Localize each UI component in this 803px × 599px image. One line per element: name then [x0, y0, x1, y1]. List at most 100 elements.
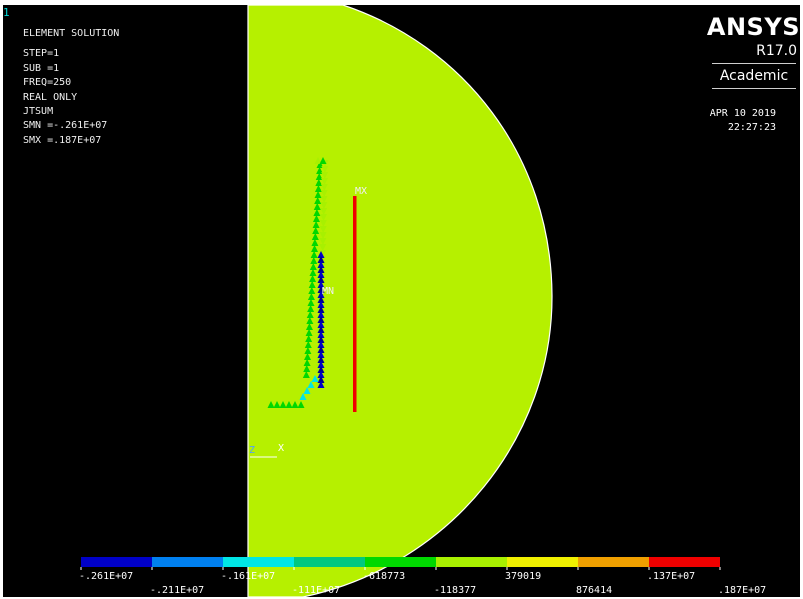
strip-element: [317, 341, 325, 348]
strip-element: [317, 296, 325, 303]
strip-element: [291, 401, 299, 408]
strip-element: [309, 275, 317, 282]
strip-element: [312, 221, 320, 228]
legend-swatch: [152, 557, 223, 567]
max-marker: MX: [355, 186, 367, 197]
strip-element: [312, 227, 320, 234]
legend-swatch: [81, 557, 152, 567]
strip-element: [311, 239, 319, 246]
strip-element: [304, 341, 312, 348]
graphics-viewport[interactable]: MX MN Z X -.261E+07 -.161E+07 -618773 37901…: [3, 5, 800, 597]
strip-element: [321, 166, 329, 173]
strip-element: [303, 359, 311, 366]
legend-swatch: [507, 557, 578, 567]
strip-element: [317, 251, 325, 258]
strip-element: [317, 311, 325, 318]
strip-element: [317, 286, 325, 293]
element-strip: [267, 157, 329, 408]
strip-element: [308, 281, 316, 288]
info-line: SUB =1: [23, 62, 60, 74]
legend-swatch: [365, 557, 436, 567]
solution-info-block: ELEMENT SOLUTION STEP=1 SUB =1 FREQ=250 …: [23, 27, 119, 148]
min-marker: MN: [322, 286, 334, 297]
strip-element: [317, 316, 325, 323]
strip-element: [307, 299, 315, 306]
strip-element: [321, 172, 329, 179]
strip-element: [305, 323, 313, 330]
strip-element: [303, 353, 311, 360]
strip-element: [317, 271, 325, 278]
legend-label-bottom: -.211E+07: [150, 585, 204, 596]
strip-element: [319, 220, 327, 227]
strip-element: [317, 361, 325, 368]
legend-label-top: .137E+07: [647, 571, 695, 582]
strip-element: [317, 326, 325, 333]
strip-element: [315, 179, 323, 186]
version-label: R17.0: [756, 43, 797, 59]
strip-element: [311, 245, 319, 252]
strip-element: [302, 371, 310, 378]
plot-date: APR 10 2019: [709, 108, 776, 119]
legend-label-top: -.161E+07: [221, 571, 275, 582]
strip-element: [305, 329, 313, 336]
strip-element: [312, 215, 320, 222]
strip-element: [303, 387, 311, 394]
model-plot[interactable]: MX MN Z X -.261E+07 -.161E+07 -618773 37901…: [3, 5, 800, 597]
strip-element: [306, 311, 314, 318]
strip-element: [320, 184, 328, 191]
strip-element: [306, 317, 314, 324]
coordinate-triad: Z X: [249, 443, 284, 458]
strip-element: [317, 356, 325, 363]
strip-element: [317, 346, 325, 353]
strip-element: [305, 335, 313, 342]
ansys-logo: ANSYS: [706, 13, 800, 41]
info-line: FREQ=250: [23, 77, 72, 89]
strip-element: [317, 321, 325, 328]
strip-element: [314, 185, 322, 192]
strip-element: [297, 401, 305, 408]
info-line: SMX =.187E+07: [23, 134, 102, 146]
legend-swatch: [223, 557, 294, 567]
legend-label-bottom: -118377: [434, 585, 476, 596]
strip-element: [320, 208, 328, 215]
legend-swatch: [578, 557, 649, 567]
strip-element: [317, 351, 325, 358]
strip-element: [314, 191, 322, 198]
triad-x-label: X: [278, 443, 284, 454]
legend-swatch: [649, 557, 720, 567]
strip-element: [319, 232, 327, 239]
max-bar: [353, 196, 357, 412]
strip-element: [315, 173, 323, 180]
strip-element: [317, 281, 325, 288]
legend-label-top: -.261E+07: [79, 571, 133, 582]
strip-element: [320, 196, 328, 203]
strip-element: [317, 306, 325, 313]
strip-element: [317, 376, 325, 383]
strip-element: [319, 244, 327, 251]
strip-element: [308, 287, 316, 294]
strip-element: [307, 293, 315, 300]
strip-element: [279, 401, 287, 408]
info-title: ELEMENT SOLUTION: [23, 28, 120, 39]
strip-element: [314, 197, 322, 204]
legend-label-bottom: .187E+07: [718, 585, 766, 596]
strip-element: [319, 226, 327, 233]
legend-swatch: [294, 557, 365, 567]
legend-label-bottom: -111E+07: [292, 585, 340, 596]
strip-element: [309, 263, 317, 270]
legend-label-bottom: 876414: [576, 585, 612, 596]
contour-legend: -.261E+07 -.161E+07 -618773 379019 .137E+07 -…: [79, 557, 766, 596]
strip-element: [307, 305, 315, 312]
strip-element: [317, 276, 325, 283]
edition-label: Academic: [712, 63, 796, 89]
strip-element: [310, 251, 318, 258]
window-number: 1: [3, 6, 10, 19]
legend-swatch: [436, 557, 507, 567]
strip-element: [319, 157, 327, 164]
strip-element: [267, 401, 275, 408]
info-line: SMN =-.261E+07: [23, 120, 108, 132]
strip-element: [285, 401, 293, 408]
strip-element: [317, 261, 325, 268]
strip-element: [317, 266, 325, 273]
strip-element: [303, 365, 311, 372]
